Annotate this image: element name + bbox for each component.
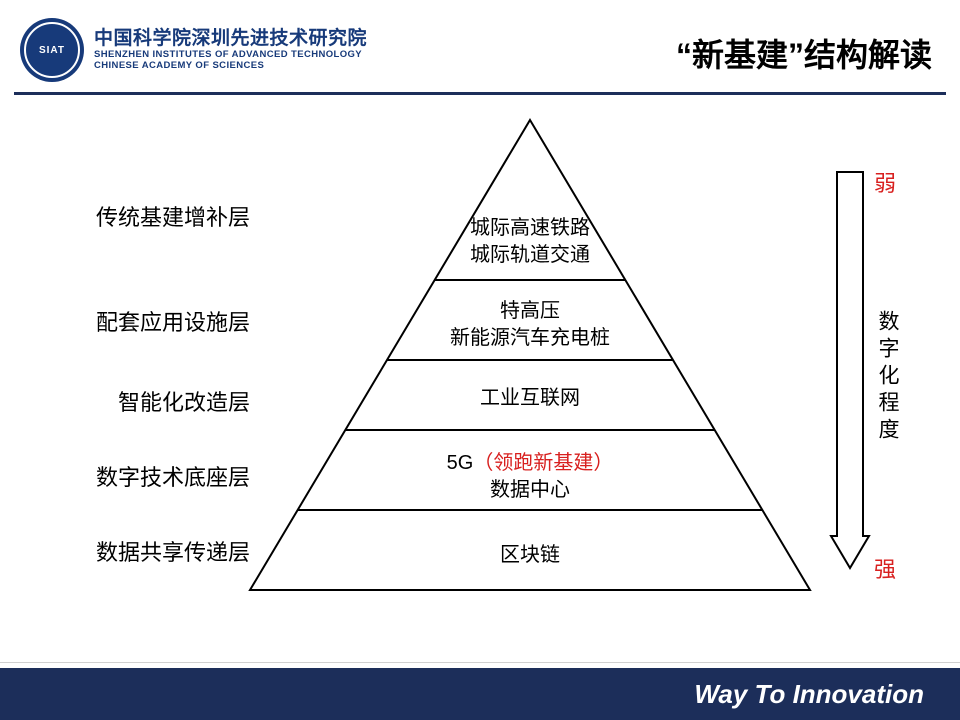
pyramid-layer-line: 数据中心 bbox=[250, 477, 810, 504]
pyramid-layer-line: 新能源汽车充电桩 bbox=[250, 325, 810, 352]
diagram-area: 传统基建增补层配套应用设施层智能化改造层数字技术底座层数据共享传递层 城际高速铁… bbox=[0, 110, 960, 630]
pyramid-layer-line: 工业互联网 bbox=[250, 385, 810, 412]
layer-text: 城际轨道交通 bbox=[470, 244, 590, 266]
pyramid-layer: 5G（领跑新基建）数据中心 bbox=[250, 450, 810, 504]
pyramid-layer: 城际高速铁路城际轨道交通 bbox=[250, 215, 810, 269]
arrow-label-weak: 弱 bbox=[874, 166, 896, 198]
slide: SIAT 中国科学院深圳先进技术研究院 SHENZHEN INSTITUTES … bbox=[0, 0, 960, 720]
digitization-arrow: 弱 数字化程度 强 bbox=[830, 170, 930, 600]
pyramid: 城际高速铁路城际轨道交通特高压新能源汽车充电桩工业互联网5G（领跑新基建）数据中… bbox=[250, 120, 810, 600]
page-title: “新基建”结构解读 bbox=[676, 30, 932, 76]
header: SIAT 中国科学院深圳先进技术研究院 SHENZHEN INSTITUTES … bbox=[0, 0, 960, 92]
pyramid-layer-line: 城际轨道交通 bbox=[250, 242, 810, 269]
footer-text: Way To Innovation bbox=[694, 679, 924, 710]
highlight-text: （领跑新基建） bbox=[473, 452, 613, 474]
pyramid-left-label: 传统基建增补层 bbox=[50, 200, 250, 232]
arrow-axis-label: 数字化程度 bbox=[872, 310, 902, 445]
pyramid-left-label: 数字技术底座层 bbox=[50, 460, 250, 492]
pyramid-layer: 工业互联网 bbox=[250, 385, 810, 412]
institution-name-en2: CHINESE ACADEMY OF SCIENCES bbox=[94, 61, 367, 72]
layer-text: 特高压 bbox=[500, 300, 560, 322]
logo-abbrev: SIAT bbox=[39, 45, 65, 56]
pyramid-layer: 区块链 bbox=[250, 542, 810, 569]
pyramid-layer-line: 区块链 bbox=[250, 542, 810, 569]
pyramid-left-label: 数据共享传递层 bbox=[50, 535, 250, 567]
institution-name-cn: 中国科学院深圳先进技术研究院 bbox=[94, 28, 367, 50]
pyramid-layer-line: 城际高速铁路 bbox=[250, 215, 810, 242]
pyramid-layer-line: 5G（领跑新基建） bbox=[250, 450, 810, 477]
arrow-icon bbox=[830, 170, 870, 580]
footer-bar: Way To Innovation bbox=[0, 668, 960, 720]
layer-text: 区块链 bbox=[500, 544, 560, 566]
pyramid-layer: 特高压新能源汽车充电桩 bbox=[250, 298, 810, 352]
logo-seal-icon: SIAT bbox=[20, 18, 84, 82]
layer-text: 5G bbox=[447, 452, 474, 474]
layer-text: 数据中心 bbox=[490, 479, 570, 501]
pyramid-layer-line: 特高压 bbox=[250, 298, 810, 325]
pyramid-left-label: 智能化改造层 bbox=[50, 385, 250, 417]
header-divider bbox=[14, 92, 946, 95]
layer-text: 新能源汽车充电桩 bbox=[450, 327, 610, 349]
arrow-label-strong: 强 bbox=[874, 552, 896, 584]
pyramid-left-label: 配套应用设施层 bbox=[50, 305, 250, 337]
layer-text: 工业互联网 bbox=[480, 387, 580, 409]
logo-block: SIAT 中国科学院深圳先进技术研究院 SHENZHEN INSTITUTES … bbox=[20, 18, 367, 82]
pyramid-outline bbox=[250, 120, 810, 600]
layer-text: 城际高速铁路 bbox=[470, 217, 590, 239]
institution-text: 中国科学院深圳先进技术研究院 SHENZHEN INSTITUTES OF AD… bbox=[94, 28, 367, 72]
